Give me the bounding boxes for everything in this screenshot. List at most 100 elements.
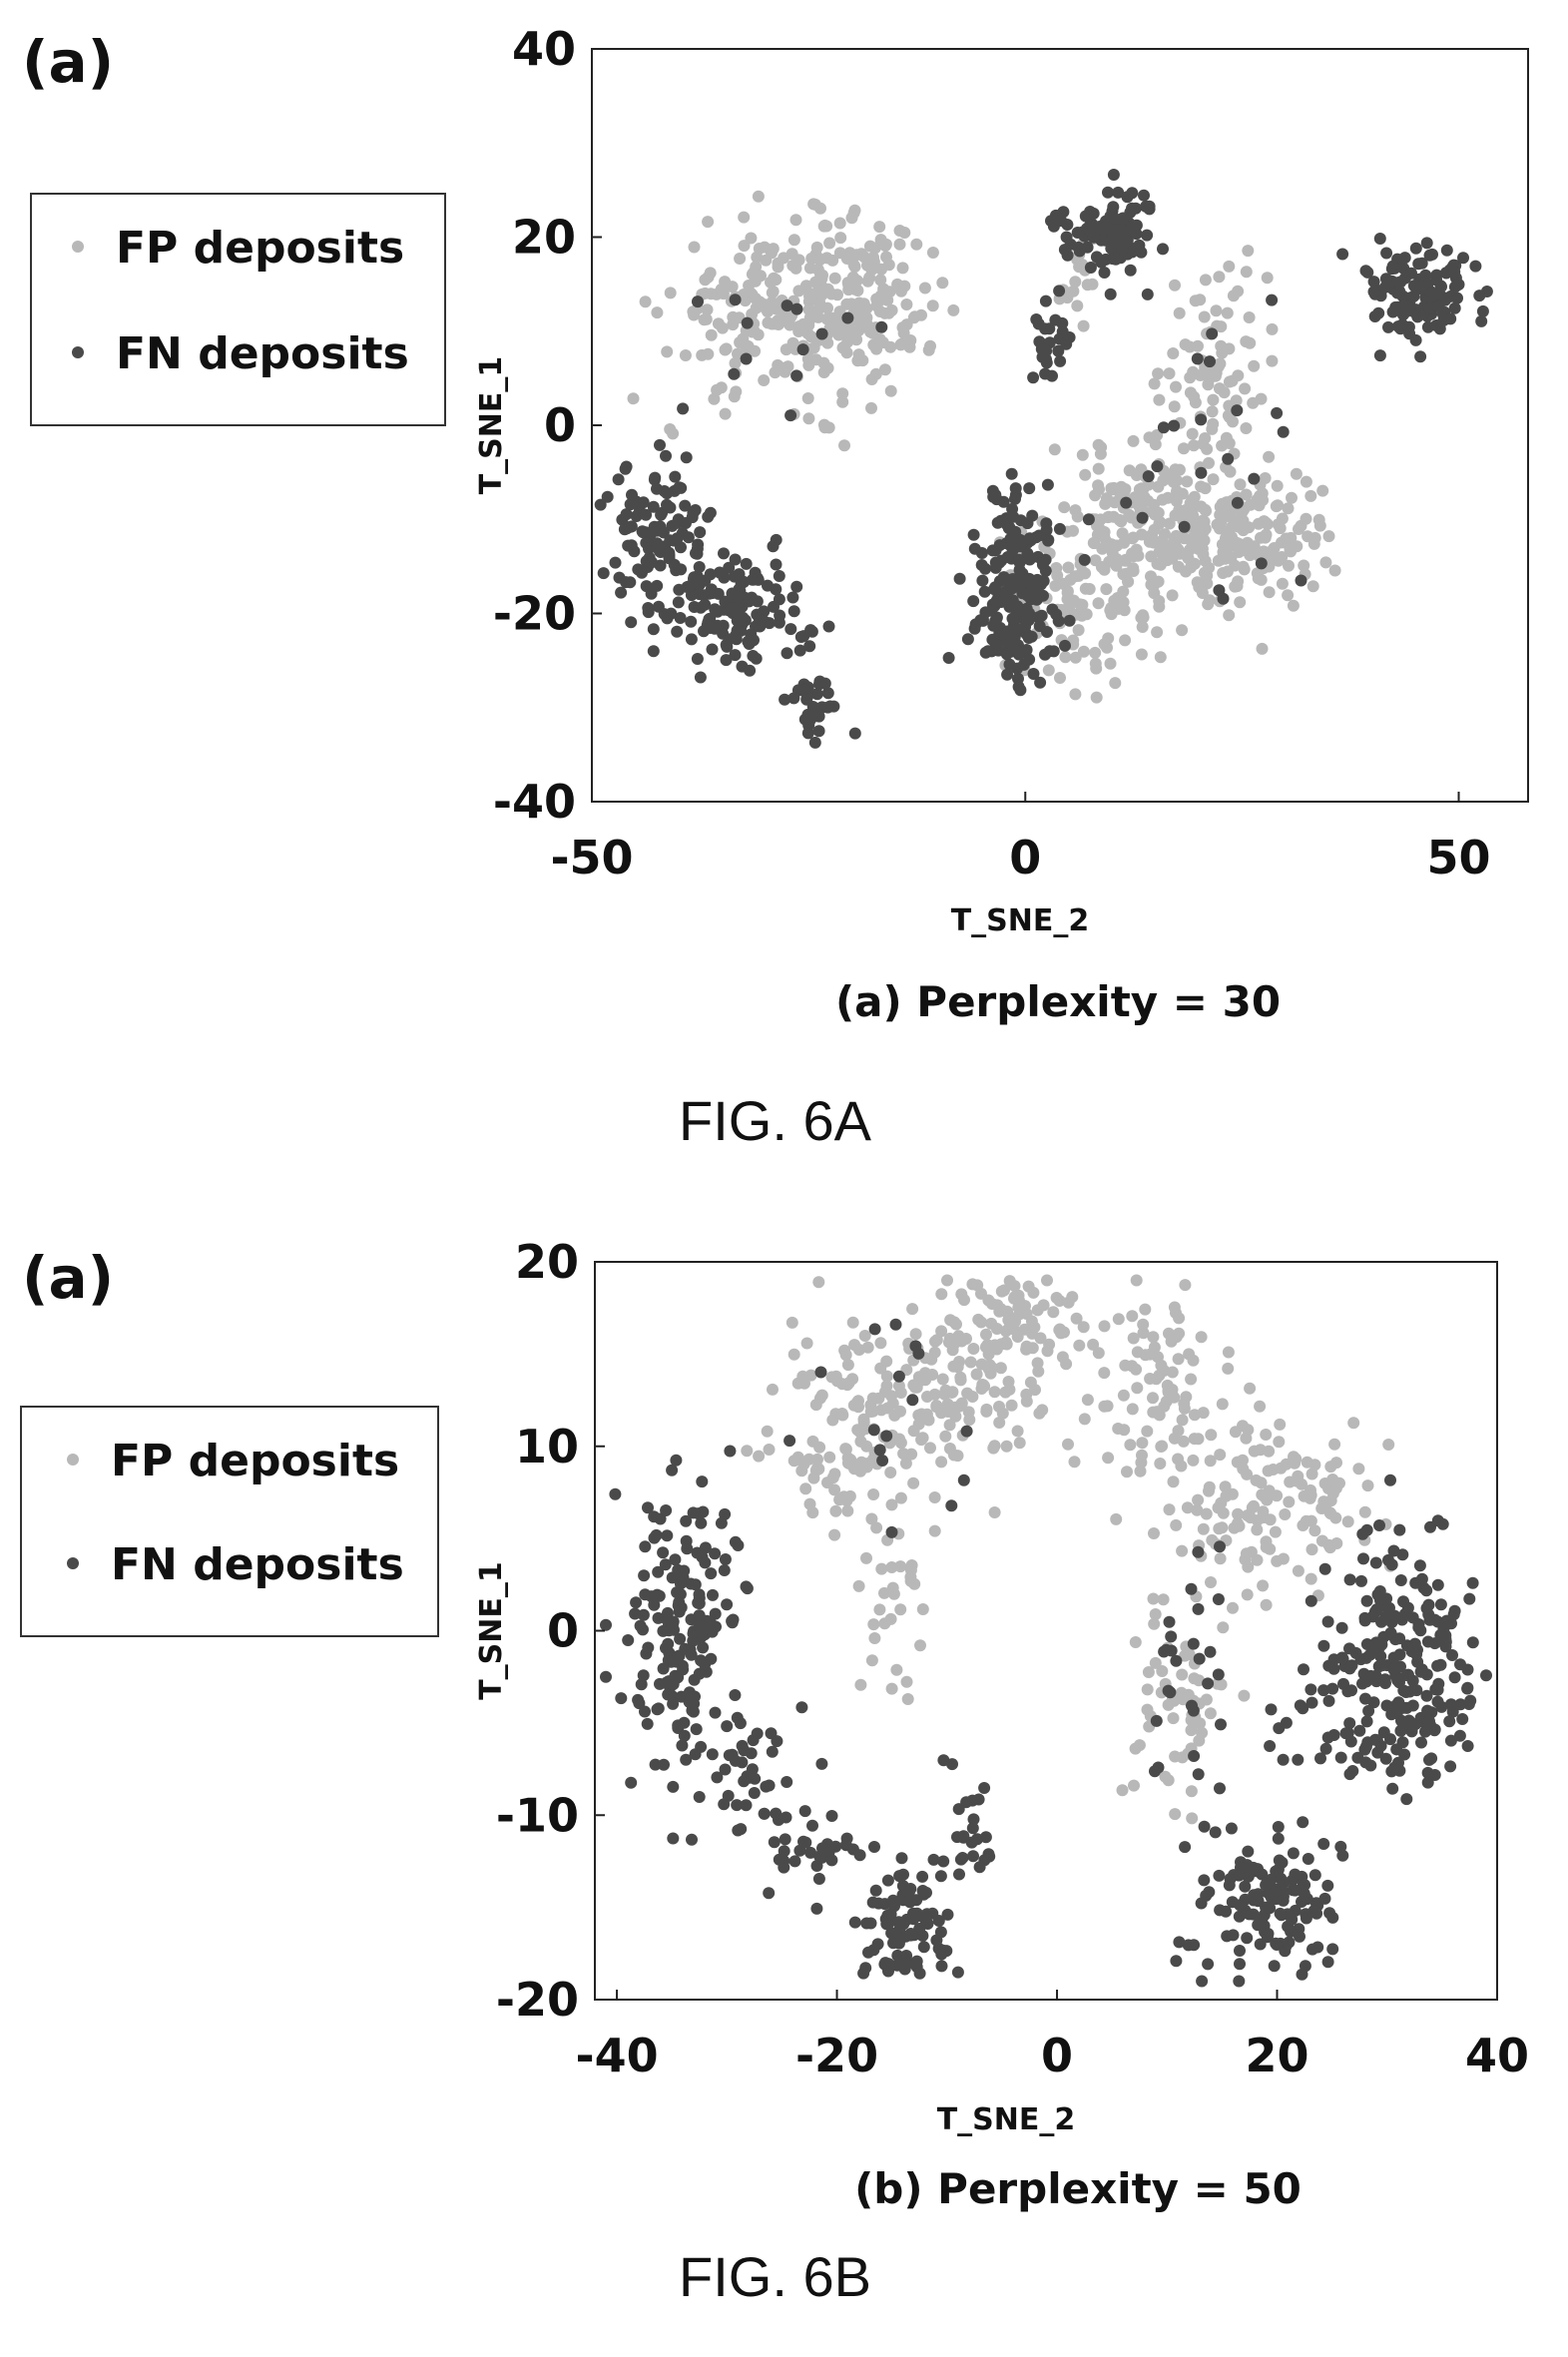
- fn-point: [662, 1688, 675, 1701]
- fp-point: [1092, 597, 1105, 610]
- fn-point: [978, 1782, 991, 1794]
- fn-point: [1386, 1782, 1399, 1795]
- fp-point: [1090, 691, 1103, 704]
- fp-point: [820, 312, 833, 325]
- fp-point: [1218, 386, 1231, 399]
- fp-point: [1061, 593, 1074, 606]
- fp-point: [826, 254, 839, 267]
- fp-point: [1185, 1724, 1198, 1737]
- fp-point: [1204, 1707, 1217, 1720]
- fn-point: [733, 590, 746, 603]
- fp-point: [878, 1586, 890, 1599]
- legend-marker-fn: [67, 1557, 79, 1569]
- fp-point: [988, 1386, 1001, 1399]
- fn-point: [1151, 460, 1164, 473]
- fp-point: [1101, 641, 1113, 654]
- fn-point: [1057, 206, 1070, 219]
- fp-point: [874, 1337, 887, 1350]
- fn-point: [784, 1435, 796, 1448]
- fn-point: [1432, 300, 1445, 312]
- fn-point: [1372, 306, 1385, 319]
- fn-point: [1446, 1705, 1459, 1718]
- fp-point: [1013, 1437, 1026, 1450]
- fn-point: [673, 1605, 686, 1618]
- fp-point: [802, 358, 815, 371]
- fp-point: [829, 1504, 842, 1517]
- fp-point: [855, 248, 868, 261]
- fn-point: [1373, 349, 1386, 362]
- y-tick-label: -40: [493, 775, 576, 829]
- fn-point: [827, 700, 840, 713]
- fp-point: [1178, 1402, 1191, 1415]
- fp-point: [1020, 1395, 1033, 1408]
- fp-point: [828, 1528, 841, 1541]
- fn-point: [1400, 1639, 1413, 1652]
- fn-point: [1321, 1879, 1334, 1892]
- fp-point: [1292, 1564, 1305, 1577]
- fn-point: [1016, 536, 1029, 549]
- panel-tag-b: (a): [22, 1244, 115, 1312]
- fn-point: [1031, 574, 1044, 587]
- fn-point: [1198, 1874, 1211, 1887]
- fn-point: [967, 528, 980, 541]
- fp-point: [1102, 632, 1115, 645]
- fn-point: [935, 1948, 948, 1961]
- fn-point: [1385, 1708, 1398, 1721]
- x-tick-label: 0: [1041, 2029, 1073, 2082]
- fp-point: [789, 214, 802, 227]
- fn-point: [1444, 290, 1457, 302]
- fp-point: [1305, 1488, 1317, 1501]
- fn-point: [889, 1318, 902, 1331]
- fn-point: [1357, 1552, 1369, 1565]
- fn-point: [695, 601, 707, 614]
- fp-point: [1248, 1445, 1261, 1458]
- fp-point: [1188, 439, 1200, 452]
- fn-point: [672, 596, 685, 609]
- fp-point: [1276, 551, 1289, 563]
- fn-point: [1033, 529, 1046, 542]
- fp-point: [985, 1317, 998, 1330]
- fn-point: [1053, 522, 1066, 535]
- fn-point: [975, 559, 988, 571]
- fn-point: [1343, 1717, 1356, 1730]
- fn-point: [1277, 1753, 1290, 1766]
- fn-point: [1423, 1753, 1435, 1766]
- fn-point: [760, 1780, 773, 1793]
- fp-point: [801, 392, 814, 404]
- fn-point: [1039, 295, 1052, 307]
- fp-point: [1298, 559, 1310, 572]
- fn-point: [1336, 1849, 1349, 1862]
- fp-point: [1222, 1346, 1235, 1359]
- fp-point: [1048, 443, 1061, 456]
- fp-point: [811, 1453, 823, 1466]
- fn-point: [744, 664, 757, 677]
- y-tick-label: -20: [496, 1973, 579, 2027]
- fp-point: [1169, 279, 1181, 292]
- fn-point: [1268, 1960, 1281, 1973]
- fn-point: [1398, 252, 1411, 265]
- fp-point: [1234, 478, 1247, 491]
- fp-point: [664, 287, 677, 299]
- fp-point: [1176, 1544, 1189, 1557]
- fp-point: [1300, 512, 1312, 525]
- fp-point: [1242, 1424, 1255, 1437]
- fp-point: [1274, 522, 1287, 535]
- fp-point: [1205, 1429, 1218, 1442]
- fp-point: [1201, 569, 1214, 582]
- fn-point: [1037, 556, 1049, 569]
- fn-point: [1138, 189, 1150, 202]
- points: [594, 169, 1493, 749]
- fp-point: [1058, 501, 1071, 514]
- fn-point: [1006, 612, 1019, 625]
- fp-point: [914, 1374, 927, 1387]
- fp-point: [1169, 1750, 1182, 1763]
- fp-point: [667, 427, 680, 440]
- fp-point: [1274, 1418, 1287, 1431]
- fp-point: [1234, 544, 1247, 557]
- fn-point: [774, 609, 786, 622]
- fn-point: [1135, 246, 1148, 259]
- fn-point: [758, 1807, 771, 1820]
- fp-point: [1163, 517, 1176, 530]
- fn-point: [1001, 668, 1014, 681]
- fn-point: [841, 311, 854, 324]
